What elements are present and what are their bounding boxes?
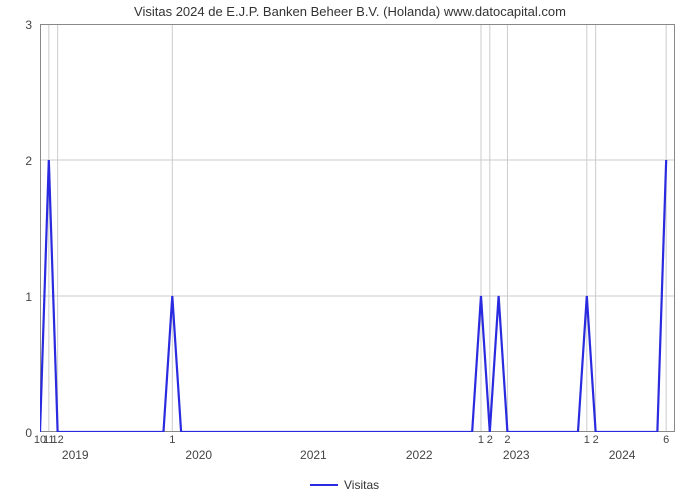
y-tick-label: 2 xyxy=(0,154,32,168)
x-year-label: 2019 xyxy=(62,448,89,462)
x-tick-label: 2 xyxy=(487,434,493,446)
x-tick-label: 1 xyxy=(478,434,484,446)
x-year-label: 2023 xyxy=(503,448,530,462)
y-tick-label: 1 xyxy=(0,290,32,304)
legend-swatch-icon xyxy=(310,484,338,486)
x-tick-label: 1 xyxy=(169,434,175,446)
x-tick-label: 2 xyxy=(504,434,510,446)
chart-title: Visitas 2024 de E.J.P. Banken Beheer B.V… xyxy=(0,4,700,19)
x-tick-label: 1 xyxy=(584,434,590,446)
x-tick-label: 2 xyxy=(593,434,599,446)
x-year-label: 2024 xyxy=(609,448,636,462)
chart-container: Visitas 2024 de E.J.P. Banken Beheer B.V… xyxy=(0,0,700,500)
legend: Visitas xyxy=(310,478,379,492)
y-tick-label: 0 xyxy=(0,426,32,440)
legend-label: Visitas xyxy=(344,478,379,492)
y-tick-label: 3 xyxy=(0,18,32,32)
x-tick-label: 6 xyxy=(663,434,669,446)
plot-area xyxy=(40,24,675,432)
x-tick-label: 12 xyxy=(52,434,64,446)
x-year-label: 2020 xyxy=(185,448,212,462)
x-year-label: 2021 xyxy=(300,448,327,462)
x-year-label: 2022 xyxy=(406,448,433,462)
